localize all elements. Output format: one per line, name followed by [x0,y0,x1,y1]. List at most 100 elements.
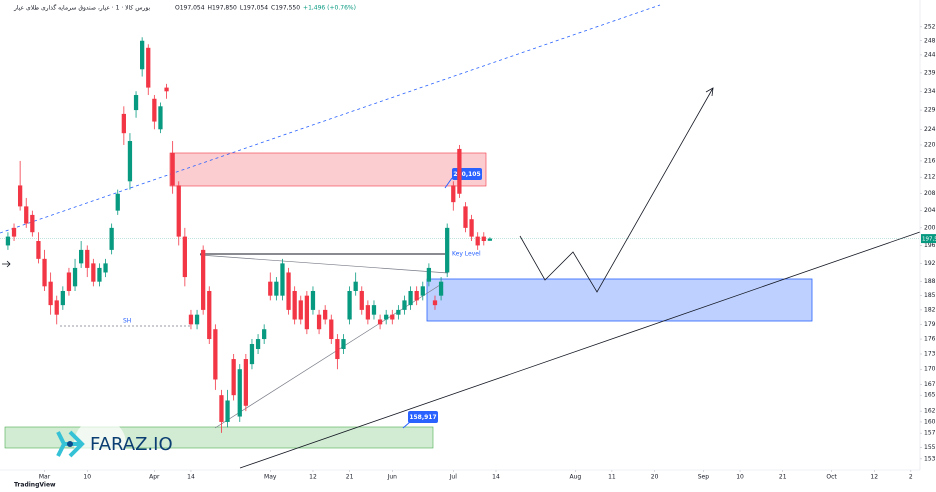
candle-body [359,290,364,310]
y-tick-label: 212,000 [924,174,936,181]
swing-label: SH [123,318,131,325]
candle-body [127,141,133,182]
y-tick-label: 229,000 [924,107,936,114]
candle-body [451,185,456,203]
candle-body [457,148,462,194]
candle-body [353,281,358,291]
last-price-box [921,234,936,244]
candle-body [414,290,419,301]
candle-body [48,281,53,306]
candle-body [286,272,291,310]
candle-body [396,309,401,315]
candle-body [72,267,78,287]
chart-title: بورس کالا · 1 · عیار، صندوق سرمایه گذاری… [13,4,151,12]
candle-body [298,300,303,320]
candle-body [79,249,84,264]
candle-body [5,236,11,246]
support-label: 158,917 [409,414,436,421]
x-tick-label: 14 [187,474,195,481]
x-tick-label: Jun [387,474,398,481]
y-tick-label: 220,000 [924,141,936,148]
y-tick-label: 216,000 [924,157,936,164]
ohlc-label: C197,550 [271,5,300,12]
candle-body [182,236,187,278]
candle-body [390,314,395,320]
candle-body [97,267,102,282]
trend-line [0,4,661,234]
y-tick-label: 185,000 [924,292,936,299]
logo [56,418,126,470]
x-tick-label: Sep [698,474,710,481]
y-tick-label: 196,000 [924,242,936,249]
candle-body [445,227,450,273]
candle-body [487,238,493,241]
x-tick-label: 2 [909,474,913,481]
candle-body [66,272,72,291]
y-tick-label: 165,000 [924,392,936,399]
candle-body [268,281,273,296]
candle-body [91,263,96,282]
y-tick-label: 248,000 [924,37,936,44]
y-tick-label: 155,350 [924,444,936,451]
trend-line [239,231,921,469]
candle-body [201,249,206,310]
y-tick-label: 160,000 [924,418,936,425]
x-tick-label: 21 [779,474,787,481]
candle-body [316,314,322,330]
candle-body [237,369,242,417]
x-tick-label: Mar [39,474,51,481]
arrow-icon [2,260,11,268]
y-tick-label: 239,000 [924,69,936,76]
x-tick-label: May [264,474,277,481]
candle-body [24,206,29,224]
candle-body [243,359,248,406]
candle-body [109,227,114,250]
candle-body [207,290,212,340]
candle-body [140,40,145,70]
y-tick-label: 244,000 [924,51,936,58]
candle-body [133,95,139,111]
candle-body [384,314,389,320]
x-tick-label: 11 [608,474,616,481]
candle-body [341,339,346,349]
demand-zone [426,278,813,322]
candle-body [219,395,224,422]
x-tick-label: 21 [346,474,354,481]
candle-body [11,227,17,237]
resistance-label: 210,105 [453,171,480,178]
key-level-label: Key Level [452,251,481,258]
watermark: FARAZ.IO [90,434,173,455]
candle-body [475,236,480,246]
candle-body [146,47,151,88]
candle-body [280,263,285,296]
candle-body [426,267,432,282]
candle-body [17,185,23,207]
projection-path [519,87,714,293]
arrow-head [705,87,714,97]
y-tick-label: 153,350 [924,455,936,462]
candle-body [85,249,90,268]
candle-body [164,87,169,92]
candle-body [213,329,218,380]
price-label-box [408,411,438,423]
y-tick-label: 204,000 [924,207,936,214]
candle-body [42,258,47,287]
y-tick-label: 234,000 [924,88,936,95]
triangle-line [199,254,449,274]
candle-body [365,305,371,320]
x-tick-label: 10 [736,474,744,481]
candle-body [103,263,108,273]
y-tick-label: 200,000 [924,224,936,231]
candle-body [262,329,267,340]
ohlc-label: O197,054 [175,5,205,12]
candle-body [121,113,126,134]
candle-body [323,309,328,320]
y-tick-label: 224,000 [924,126,936,133]
y-tick-label: 173,000 [924,351,936,358]
x-tick-label: Apr [149,474,160,481]
candle-body [170,152,175,186]
footer: TradingView [14,482,56,489]
candle-body [188,314,194,325]
candle-body [469,219,474,237]
